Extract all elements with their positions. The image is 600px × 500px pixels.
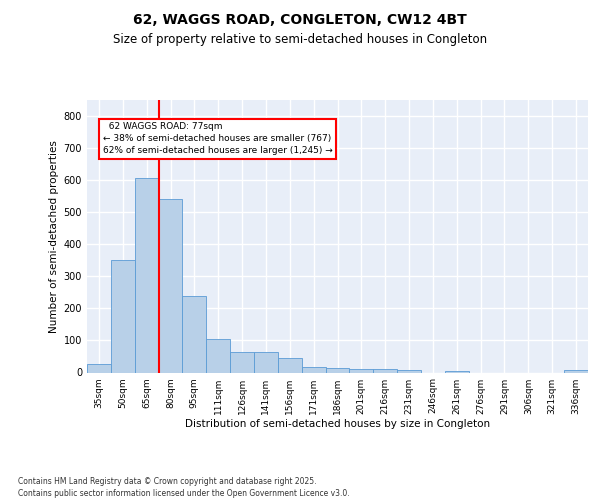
- Bar: [373, 370, 397, 372]
- Bar: [230, 352, 254, 372]
- Bar: [87, 364, 111, 372]
- Bar: [564, 370, 588, 372]
- Bar: [111, 260, 135, 372]
- Bar: [349, 370, 373, 372]
- Bar: [397, 370, 421, 372]
- Text: 62 WAGGS ROAD: 77sqm
← 38% of semi-detached houses are smaller (767)
62% of semi: 62 WAGGS ROAD: 77sqm ← 38% of semi-detac…: [103, 122, 332, 155]
- Y-axis label: Number of semi-detached properties: Number of semi-detached properties: [49, 140, 59, 332]
- Bar: [326, 368, 349, 372]
- Bar: [445, 371, 469, 372]
- Bar: [278, 358, 302, 372]
- Text: Contains HM Land Registry data © Crown copyright and database right 2025.
Contai: Contains HM Land Registry data © Crown c…: [18, 476, 350, 498]
- Text: 62, WAGGS ROAD, CONGLETON, CW12 4BT: 62, WAGGS ROAD, CONGLETON, CW12 4BT: [133, 12, 467, 26]
- Bar: [206, 340, 230, 372]
- Text: Size of property relative to semi-detached houses in Congleton: Size of property relative to semi-detach…: [113, 32, 487, 46]
- Bar: [182, 296, 206, 372]
- Bar: [302, 366, 326, 372]
- Bar: [158, 200, 182, 372]
- X-axis label: Distribution of semi-detached houses by size in Congleton: Distribution of semi-detached houses by …: [185, 420, 490, 430]
- Bar: [254, 352, 278, 372]
- Bar: [135, 178, 158, 372]
